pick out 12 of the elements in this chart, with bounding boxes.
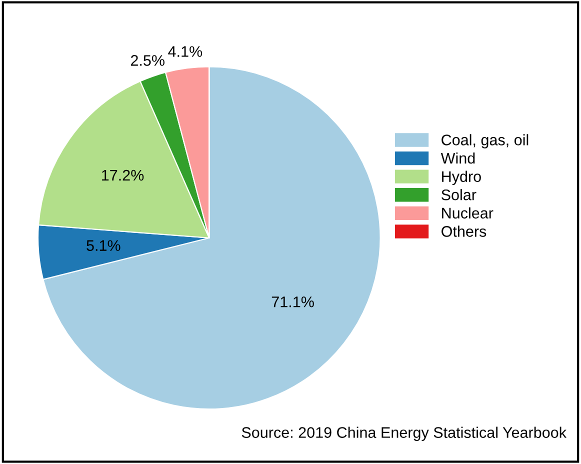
legend-label: Solar (442, 189, 476, 200)
legend-label: Nuclear (442, 207, 494, 219)
data-label: 5.1% (86, 240, 120, 251)
legend-label: Wind (440, 152, 475, 164)
data-label: 4.1% (168, 46, 202, 57)
source-note: Source: 2019 China Energy Statistical Yearbook (242, 426, 567, 441)
data-label: 2.5% (130, 55, 164, 66)
data-label: 71.1% (272, 296, 314, 308)
legend-label: Others (442, 226, 486, 237)
legend-label: Hydro (442, 170, 481, 185)
legend-label: Coal, gas, oil (442, 134, 528, 148)
data-label: 17.2% (102, 170, 144, 181)
